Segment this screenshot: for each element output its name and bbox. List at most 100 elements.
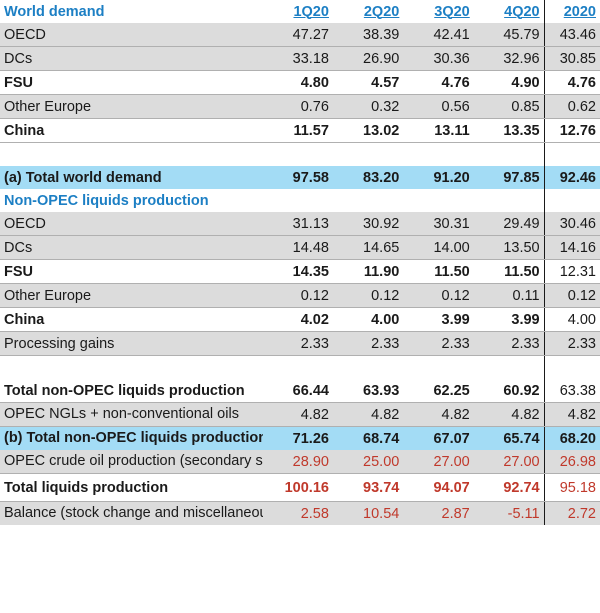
cell: 92.46: [543, 166, 600, 189]
cell: 97.58: [262, 166, 333, 189]
cell: 0.32: [332, 94, 404, 119]
row-label: DCs: [0, 235, 263, 260]
cell: 4.80: [262, 70, 333, 95]
cell: 14.48: [262, 235, 333, 260]
cell: 67.07: [403, 426, 474, 450]
cell: 0.11: [473, 283, 545, 308]
row-label: OPEC NGLs + non-conventional oils: [0, 402, 263, 427]
cell: 4.82: [473, 402, 545, 427]
column-header: 4Q20: [473, 0, 545, 23]
cell: 14.35: [262, 259, 333, 284]
cell: 14.16: [543, 235, 600, 260]
opec-crude-row: OPEC crude oil production (secondary sou…: [0, 450, 600, 474]
cell: 25.00: [332, 450, 404, 474]
cell: 63.38: [543, 379, 600, 403]
cell: 0.62: [543, 94, 600, 119]
spacer-row: [0, 142, 600, 166]
cell: 0.56: [403, 94, 474, 119]
cell: 30.36: [403, 46, 474, 71]
cell: 95.18: [543, 473, 600, 502]
cell: 2.33: [473, 331, 545, 356]
row-label: FSU: [0, 70, 263, 95]
column-header: 1Q20: [262, 0, 333, 23]
cell: 45.79: [473, 23, 545, 47]
section-title-world-demand: World demand: [0, 0, 263, 23]
cell: 3.99: [473, 307, 545, 332]
cell: 43.46: [543, 23, 600, 47]
cell: 4.00: [543, 307, 600, 332]
cell: 26.98: [543, 450, 600, 474]
cell: 30.85: [543, 46, 600, 71]
column-header: 3Q20: [403, 0, 474, 23]
cell: -5.11: [473, 501, 545, 525]
cell: 31.13: [262, 212, 333, 236]
cell: 68.74: [332, 426, 404, 450]
cell: 30.46: [543, 212, 600, 236]
header-row: World demand 1Q20 2Q20 3Q20 4Q20 2020: [0, 0, 600, 23]
cell: 93.74: [332, 473, 404, 502]
table-row: Other Europe 0.12 0.12 0.12 0.11 0.12: [0, 283, 600, 308]
cell: 3.99: [403, 307, 474, 332]
cell: 38.39: [332, 23, 404, 47]
row-label: China: [0, 118, 263, 143]
cell: 83.20: [332, 166, 404, 189]
total-liquids-row: Total liquids production 100.16 93.74 94…: [0, 473, 600, 502]
cell: 29.49: [473, 212, 545, 236]
cell: 2.33: [332, 331, 404, 356]
cell: 10.54: [332, 501, 404, 525]
cell: 13.02: [332, 118, 404, 143]
row-label: Other Europe: [0, 94, 263, 119]
row-label: (b) Total non-OPEC liquids production an…: [0, 426, 263, 450]
cell: 27.00: [403, 450, 474, 474]
cell: 4.90: [473, 70, 545, 95]
row-label: Total non-OPEC liquids production: [0, 379, 263, 403]
cell: 4.76: [403, 70, 474, 95]
row-label: FSU: [0, 259, 263, 284]
cell: 0.12: [403, 283, 474, 308]
cell: 66.44: [262, 379, 333, 403]
row-label: OPEC crude oil production (secondary sou…: [0, 450, 263, 474]
cell: 12.76: [543, 118, 600, 143]
row-label: (a) Total world demand: [0, 166, 263, 189]
table-row: China 11.57 13.02 13.11 13.35 12.76: [0, 118, 600, 143]
cell: 4.02: [262, 307, 333, 332]
cell: 62.25: [403, 379, 474, 403]
cell: 14.65: [332, 235, 404, 260]
cell: 27.00: [473, 450, 545, 474]
table-row: DCs 14.48 14.65 14.00 13.50 14.16: [0, 235, 600, 260]
cell: 4.82: [403, 402, 474, 427]
cell: 68.20: [543, 426, 600, 450]
cell: 4.82: [543, 402, 600, 427]
cell: 0.76: [262, 94, 333, 119]
cell: 42.41: [403, 23, 474, 47]
table-row: OECD 47.27 38.39 42.41 45.79 43.46: [0, 23, 600, 47]
row-label: Total liquids production: [0, 473, 263, 502]
balance-row: Balance (stock change and miscellaneous)…: [0, 501, 600, 525]
total-world-demand-row: (a) Total world demand 97.58 83.20 91.20…: [0, 166, 600, 189]
row-label: Other Europe: [0, 283, 263, 308]
table-row: DCs 33.18 26.90 30.36 32.96 30.85: [0, 46, 600, 71]
cell: 28.90: [262, 450, 333, 474]
total-b-row: (b) Total non-OPEC liquids production an…: [0, 426, 600, 450]
cell: 0.12: [543, 283, 600, 308]
cell: 47.27: [262, 23, 333, 47]
section-title-non-opec: Non-OPEC liquids production: [0, 189, 545, 212]
cell: 4.57: [332, 70, 404, 95]
cell: 92.74: [473, 473, 545, 502]
cell: 11.50: [403, 259, 474, 284]
cell: 2.58: [262, 501, 333, 525]
cell: 11.50: [473, 259, 545, 284]
cell: 94.07: [403, 473, 474, 502]
cell: 13.11: [403, 118, 474, 143]
row-label: DCs: [0, 46, 263, 71]
cell: 4.76: [543, 70, 600, 95]
table-row: OECD 31.13 30.92 30.31 29.49 30.46: [0, 212, 600, 236]
cell: 30.31: [403, 212, 474, 236]
table-row: FSU 14.35 11.90 11.50 11.50 12.31: [0, 259, 600, 284]
supply-demand-table: World demand 1Q20 2Q20 3Q20 4Q20 2020 OE…: [0, 0, 600, 525]
cell: 4.82: [332, 402, 404, 427]
cell: 13.35: [473, 118, 545, 143]
column-header: 2Q20: [332, 0, 404, 23]
table-row: Processing gains 2.33 2.33 2.33 2.33 2.3…: [0, 331, 600, 356]
cell: 2.33: [403, 331, 474, 356]
